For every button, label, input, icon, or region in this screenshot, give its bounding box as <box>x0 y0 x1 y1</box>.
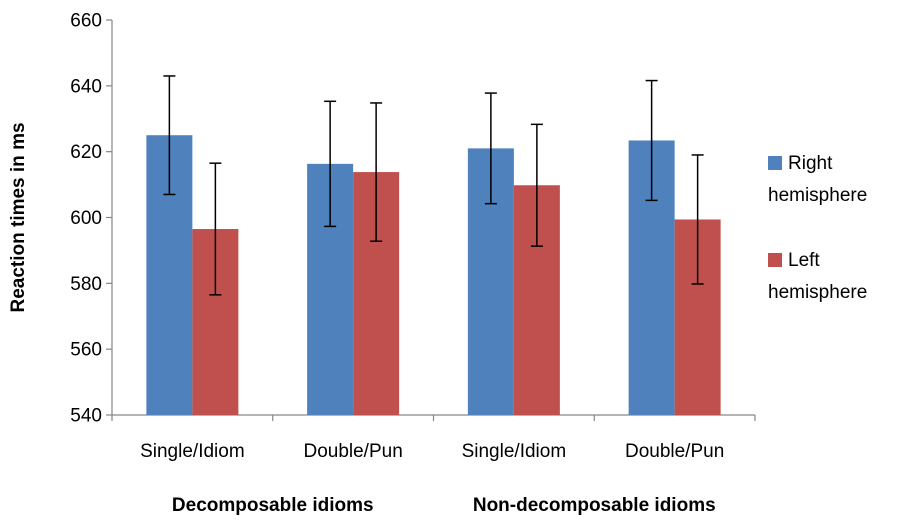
y-tick-label: 660 <box>70 11 102 32</box>
legend-label: Left <box>788 250 820 271</box>
legend-swatch <box>768 156 782 170</box>
y-tick-label: 560 <box>70 340 102 361</box>
x-category-label: Double/Pun <box>303 441 402 462</box>
error-bars <box>163 75 704 296</box>
legend-item-right-hemisphere[interactable]: Right hemisphere <box>768 153 867 206</box>
legend-item-left-hemisphere[interactable]: Left hemisphere <box>768 250 867 303</box>
legend[interactable]: Right hemisphere Left hemisphere <box>768 153 867 303</box>
bars <box>146 135 721 416</box>
legend-label: hemisphere <box>768 185 867 206</box>
y-tick-label: 620 <box>70 142 102 163</box>
group-label: Non-decomposable idioms <box>473 495 716 516</box>
y-tick-label: 580 <box>70 274 102 295</box>
y-tick-label: 600 <box>70 208 102 229</box>
y-tick-label: 640 <box>70 76 102 97</box>
legend-label: Right <box>788 153 833 174</box>
group-label: Decomposable idioms <box>172 495 374 516</box>
y-tick-label: 540 <box>70 406 102 427</box>
legend-label: hemisphere <box>768 282 867 303</box>
x-category-label: Single/Idiom <box>462 441 567 462</box>
x-category-label: Single/Idiom <box>140 441 245 462</box>
legend-swatch <box>768 253 782 267</box>
x-category-label: Double/Pun <box>625 441 724 462</box>
y-axis-title: Reaction times in ms <box>8 122 29 312</box>
axis-labels: 540 560 580 600 620 640 660 Single/Idiom Double/… <box>8 11 724 517</box>
